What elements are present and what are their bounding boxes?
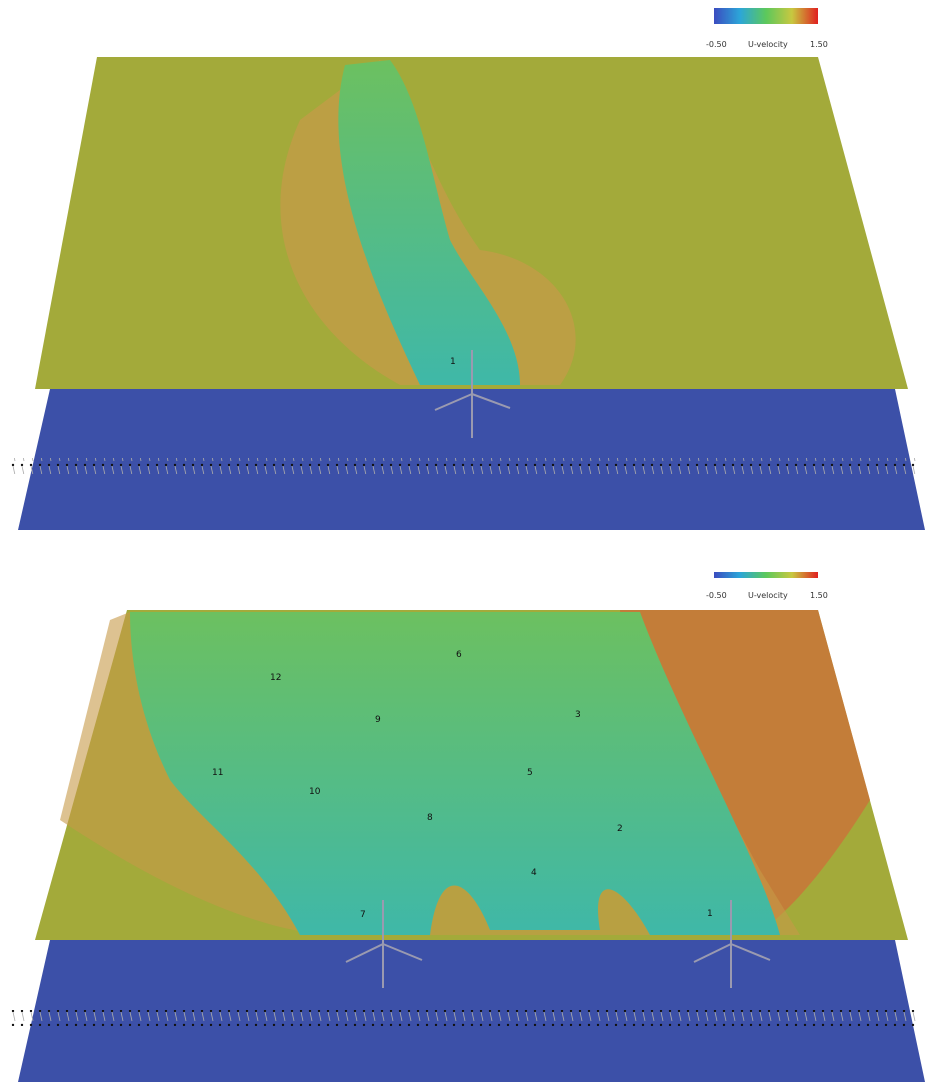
- turbine-label: 1: [450, 357, 456, 367]
- turbine-label: 6: [456, 650, 462, 660]
- turbine-label: 3: [575, 710, 581, 720]
- turbine-label: 11: [212, 768, 223, 778]
- visualization: 1 -0.50 U-velocity 1.50 12 6 9 3 11 5 10…: [0, 0, 928, 1084]
- colorbar-label: U-velocity: [748, 40, 788, 49]
- inflow-arrows: [8, 458, 920, 474]
- colorbar-max: 1.50: [810, 40, 828, 49]
- panel: 1 -0.50 U-velocity 1.50: [8, 8, 925, 530]
- colorbar-min: -0.50: [706, 591, 727, 600]
- colorbar: [714, 8, 818, 24]
- turbine-label: 1: [707, 909, 713, 919]
- turbine-label: 10: [309, 787, 321, 797]
- colorbar: [714, 572, 818, 578]
- turbine-label: 12: [270, 673, 281, 683]
- colorbar-label: U-velocity: [748, 591, 788, 600]
- turbine-label: 7: [360, 910, 366, 920]
- turbine-label: 2: [617, 824, 623, 834]
- turbine-label: 5: [527, 768, 533, 778]
- turbine-label: 9: [375, 715, 381, 725]
- panel: 12 6 9 3 11 5 10 8 2 4 7 1 -0.50 U-veloc…: [8, 572, 925, 1082]
- turbine-label: 4: [531, 868, 537, 878]
- inflow-arrows: [8, 1010, 920, 1026]
- turbine-label: 8: [427, 813, 433, 823]
- colorbar-min: -0.50: [706, 40, 727, 49]
- colorbar-max: 1.50: [810, 591, 828, 600]
